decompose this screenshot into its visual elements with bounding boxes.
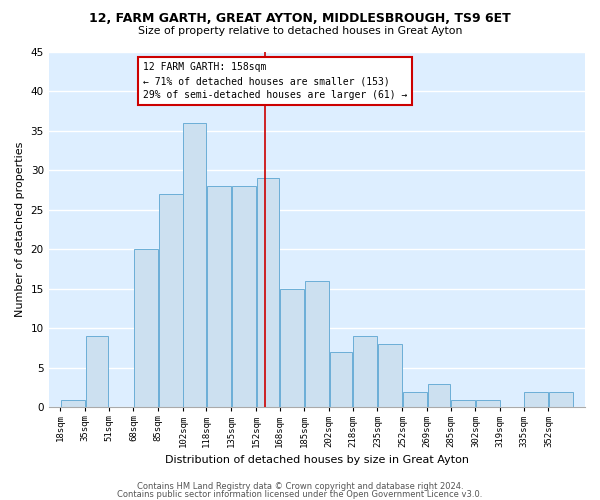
- Bar: [451, 400, 475, 407]
- Bar: [86, 336, 108, 407]
- Bar: [257, 178, 279, 408]
- Bar: [280, 289, 304, 408]
- Text: Size of property relative to detached houses in Great Ayton: Size of property relative to detached ho…: [138, 26, 462, 36]
- Bar: [524, 392, 548, 407]
- Bar: [549, 392, 573, 407]
- Bar: [378, 344, 402, 408]
- Bar: [207, 186, 231, 408]
- Bar: [329, 352, 352, 408]
- Y-axis label: Number of detached properties: Number of detached properties: [15, 142, 25, 317]
- Bar: [353, 336, 377, 407]
- Bar: [61, 400, 85, 407]
- Bar: [134, 250, 158, 408]
- Text: Contains HM Land Registry data © Crown copyright and database right 2024.: Contains HM Land Registry data © Crown c…: [137, 482, 463, 491]
- Bar: [403, 392, 427, 407]
- Bar: [158, 194, 183, 408]
- Text: Contains public sector information licensed under the Open Government Licence v3: Contains public sector information licen…: [118, 490, 482, 499]
- Bar: [305, 281, 329, 407]
- Text: 12 FARM GARTH: 158sqm
← 71% of detached houses are smaller (153)
29% of semi-det: 12 FARM GARTH: 158sqm ← 71% of detached …: [143, 62, 407, 100]
- Text: 12, FARM GARTH, GREAT AYTON, MIDDLESBROUGH, TS9 6ET: 12, FARM GARTH, GREAT AYTON, MIDDLESBROU…: [89, 12, 511, 26]
- Bar: [184, 122, 206, 408]
- X-axis label: Distribution of detached houses by size in Great Ayton: Distribution of detached houses by size …: [165, 455, 469, 465]
- Bar: [232, 186, 256, 408]
- Bar: [476, 400, 500, 407]
- Bar: [428, 384, 450, 407]
